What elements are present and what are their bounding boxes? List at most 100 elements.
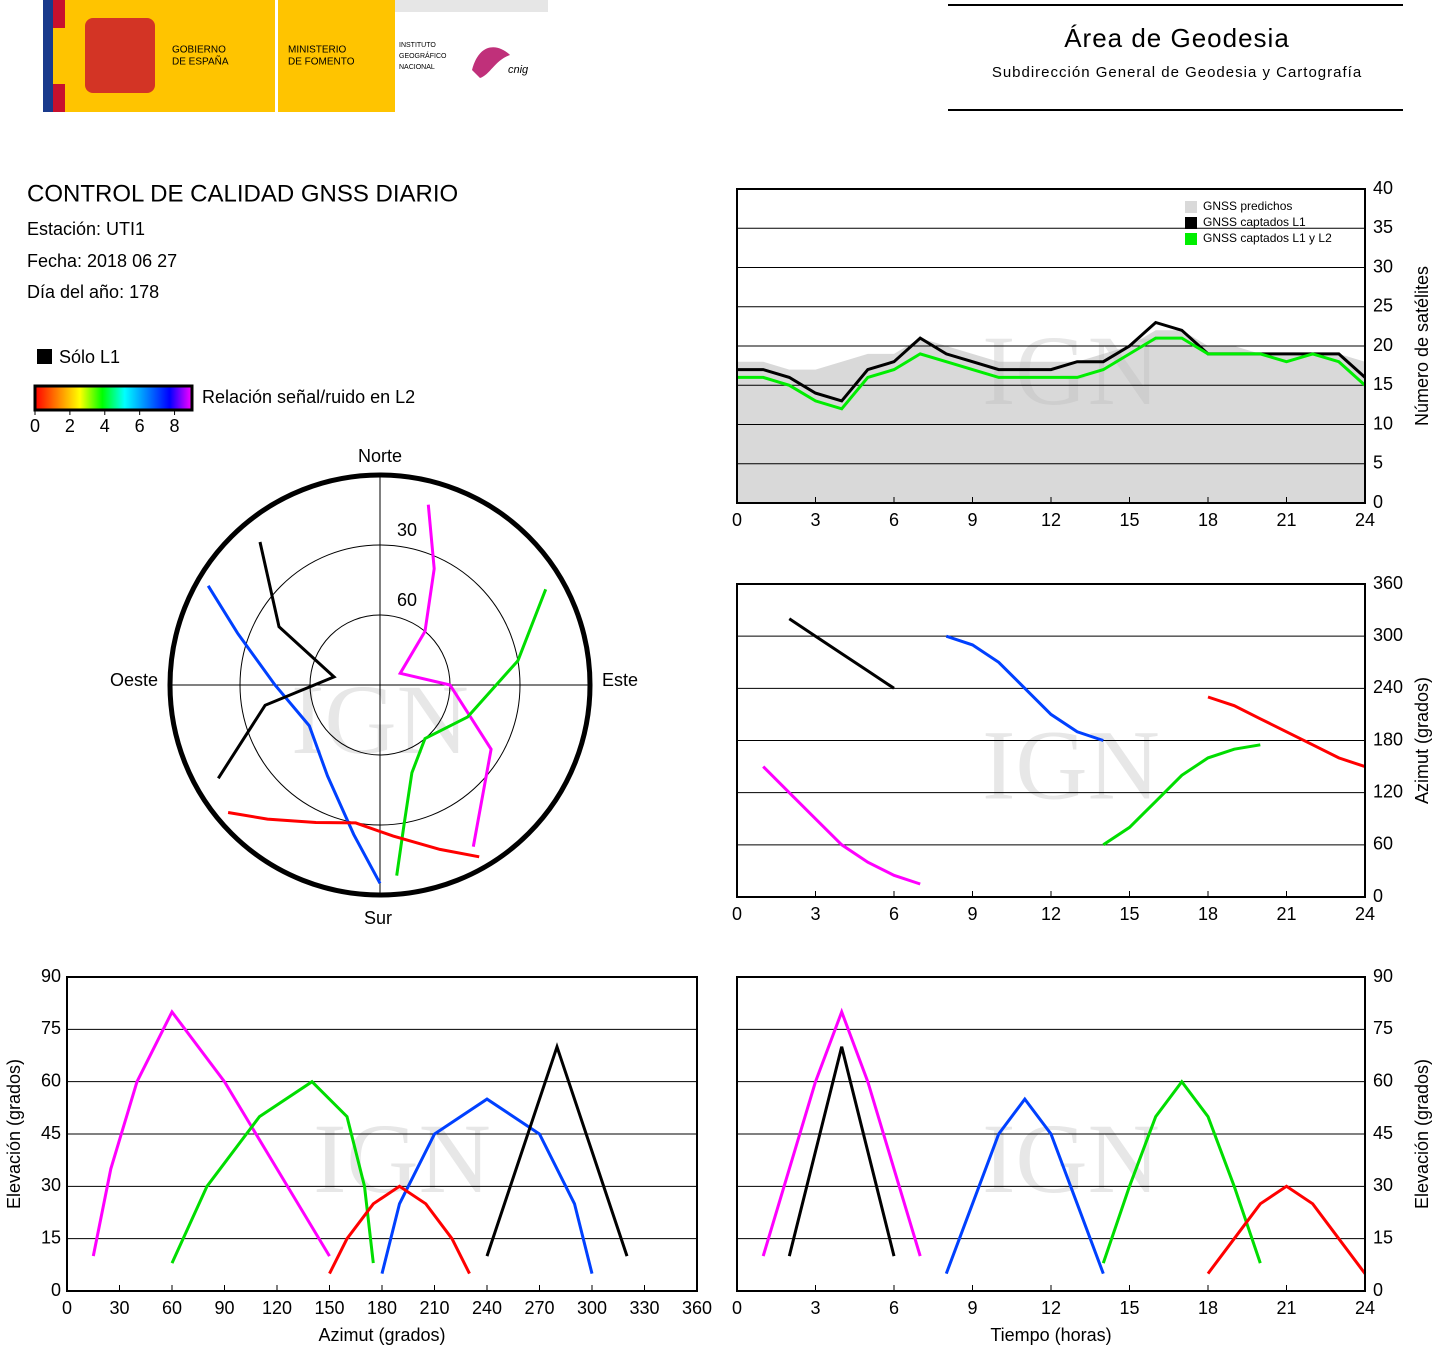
coat-of-arms: [85, 18, 155, 93]
header-subtitle: Subdirección General de Geodesia y Carto…: [992, 64, 1362, 81]
x-tick-label: 3: [810, 510, 820, 530]
x-axis-label: Tiempo (horas): [990, 1325, 1111, 1345]
colorbar-tick-label: 8: [170, 416, 180, 436]
report-station: Estación: UTI1: [27, 219, 145, 239]
y-tick-label: 75: [41, 1018, 61, 1038]
colorbar-tick-label: 0: [30, 416, 40, 436]
y-tick-label: 20: [1373, 335, 1393, 355]
series-line: [945, 634, 1104, 742]
legend-label: GNSS predichos: [1203, 199, 1292, 213]
y-tick-label: 75: [1373, 1018, 1393, 1038]
logo-text: INSTITUTO: [399, 42, 436, 49]
y-tick-label: 30: [41, 1175, 61, 1195]
x-tick-label: 18: [1198, 1298, 1218, 1318]
x-tick-label: 120: [262, 1298, 292, 1318]
x-tick-label: 12: [1041, 904, 1061, 924]
x-tick-label: 21: [1276, 1298, 1296, 1318]
y-tick-label: 30: [1373, 256, 1393, 276]
satellite-track: [397, 504, 493, 847]
x-tick-label: 6: [889, 904, 899, 924]
x-tick-label: 15: [1119, 1298, 1139, 1318]
satellite-track: [217, 541, 337, 780]
y-tick-label: 30: [1373, 1175, 1393, 1195]
colorbar-tick-label: 2: [65, 416, 75, 436]
cnig-symbol: [472, 47, 510, 78]
y-tick-label: 360: [1373, 573, 1403, 593]
y-tick-label: 0: [1373, 1280, 1383, 1300]
y-tick-label: 90: [1373, 966, 1393, 986]
y-tick-label: 240: [1373, 677, 1403, 697]
y-tick-label: 40: [1373, 178, 1393, 198]
legend-swatch: [1185, 233, 1197, 245]
y-tick-label: 45: [41, 1123, 61, 1143]
x-tick-label: 15: [1119, 510, 1139, 530]
x-tick-label: 18: [1198, 510, 1218, 530]
series-line: [485, 1042, 629, 1257]
x-tick-label: 12: [1041, 510, 1061, 530]
x-tick-label: 15: [1119, 904, 1139, 924]
y-axis-label: Elevación (grados): [1412, 1059, 1432, 1209]
plot-frame: [736, 583, 1366, 898]
series-line: [944, 1096, 1105, 1275]
series-line: [737, 336, 1367, 411]
report-title: CONTROL DE CALIDAD GNSS DIARIO: [27, 180, 458, 207]
y-tick-label: 45: [1373, 1123, 1393, 1143]
direction-label: Norte: [358, 446, 402, 466]
legend-swatch: [1185, 201, 1197, 213]
x-tick-label: 9: [967, 1298, 977, 1318]
y-axis-label: Número de satélites: [1412, 266, 1432, 426]
logo: GOBIERNO DE ESPAÑA MINISTERIO DE FOMENTO…: [43, 0, 548, 112]
logo-text: GOBIERNO: [172, 45, 226, 56]
series-line: [788, 617, 895, 690]
x-tick-label: 210: [419, 1298, 449, 1318]
direction-label: Oeste: [110, 670, 158, 690]
x-tick-label: 3: [810, 904, 820, 924]
y-tick-label: 25: [1373, 296, 1393, 316]
series-line: [1102, 743, 1261, 847]
x-tick-label: 30: [109, 1298, 129, 1318]
y-tick-label: 0: [1373, 492, 1383, 512]
colorbar-tick-label: 6: [135, 416, 145, 436]
report-date: Fecha: 2018 06 27: [27, 251, 177, 271]
y-tick-label: 35: [1373, 217, 1393, 237]
logo-text: MINISTERIO: [288, 45, 347, 56]
logo-text: DE ESPAÑA: [172, 55, 229, 68]
satellite-track: [206, 585, 382, 885]
series-line: [91, 1009, 331, 1257]
satellite-track: [227, 811, 480, 859]
y-axis-label: Azimut (grados): [1412, 677, 1432, 804]
elevation-ring: [239, 544, 521, 826]
series-line: [1207, 695, 1366, 769]
x-tick-label: 9: [967, 904, 977, 924]
x-tick-label: 330: [629, 1298, 659, 1318]
x-tick-label: 24: [1355, 510, 1375, 530]
direction-label: Este: [602, 670, 638, 690]
y-tick-label: 0: [51, 1280, 61, 1300]
satellite-track: [395, 588, 548, 876]
legend-label: GNSS captados L1 y L2: [1203, 231, 1332, 245]
eu-strip: [43, 0, 53, 112]
area: [737, 330, 1365, 503]
plot-frame: [66, 976, 698, 1292]
series-line: [170, 1079, 375, 1264]
x-tick-label: 0: [732, 510, 742, 530]
legend-label: Sólo L1: [59, 347, 120, 367]
skyplot-frame: [167, 472, 593, 898]
x-tick-label: 60: [162, 1298, 182, 1318]
y-tick-label: 5: [1373, 453, 1383, 473]
colorbar: [33, 384, 194, 412]
legend-swatch: [37, 349, 52, 364]
logo-text: DE FOMENTO: [288, 57, 355, 68]
y-tick-label: 60: [41, 1070, 61, 1090]
series-line: [380, 1097, 594, 1274]
series-line: [787, 1046, 896, 1257]
legend-swatch: [1185, 217, 1197, 229]
x-tick-label: 150: [314, 1298, 344, 1318]
header-title: Área de Geodesia: [1064, 23, 1290, 53]
logo-box: [278, 0, 395, 112]
x-tick-label: 21: [1276, 510, 1296, 530]
watermark: IGN: [982, 1103, 1160, 1214]
